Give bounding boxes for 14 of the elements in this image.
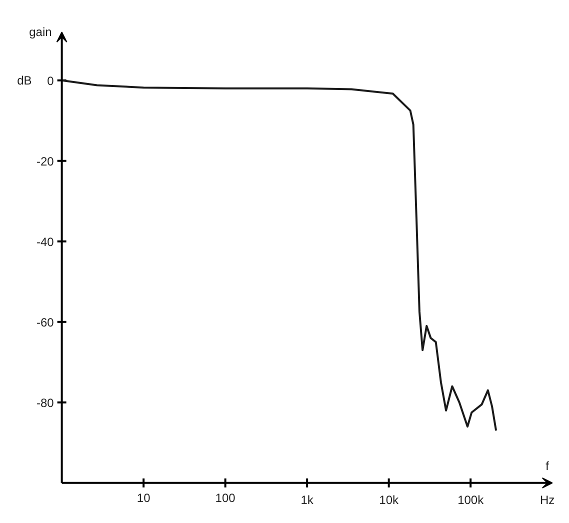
x-tick-label: 10k xyxy=(379,492,400,507)
x-tick-label: 100 xyxy=(215,490,236,505)
x-tick-label: 10 xyxy=(136,490,151,505)
y-tick-label: -60 xyxy=(36,315,54,330)
text: Hz xyxy=(540,492,555,507)
y-tick-label: -40 xyxy=(36,234,54,249)
y-tick-label: -80 xyxy=(36,396,54,410)
y-axis-title: gain xyxy=(29,25,52,40)
x-axis-title: f xyxy=(546,458,550,473)
x-tick-label: 1k xyxy=(300,492,314,507)
x-tick-label: 100k xyxy=(458,492,485,507)
text: dB xyxy=(17,73,32,88)
y-tick-label: 0 xyxy=(47,74,54,88)
y-tick-label: -20 xyxy=(36,154,54,168)
